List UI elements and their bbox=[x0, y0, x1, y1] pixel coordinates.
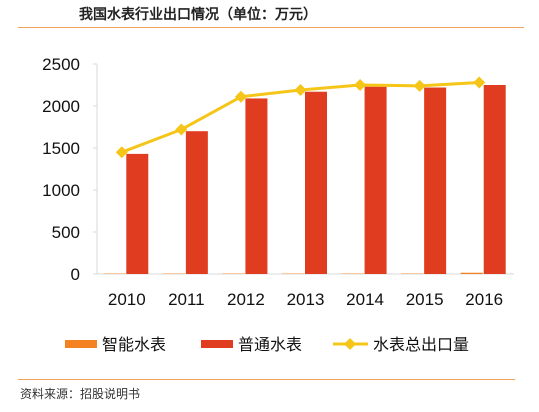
total-export-point bbox=[234, 90, 247, 103]
total-export-point bbox=[413, 79, 426, 92]
y-tick-label: 0 bbox=[71, 265, 80, 284]
total-export-point bbox=[473, 76, 486, 89]
legend-swatch-regular bbox=[201, 340, 233, 348]
legend-label-regular: 普通水表 bbox=[238, 335, 302, 354]
total-line bbox=[115, 76, 486, 159]
bar-regular-meter bbox=[126, 153, 149, 274]
source-divider bbox=[18, 379, 515, 380]
bar-regular-meter bbox=[185, 131, 208, 274]
x-tick-label: 2013 bbox=[287, 290, 325, 309]
y-axis: 0 500 1000 1500 2000 2500 bbox=[42, 55, 98, 284]
legend: 智能水表 普通水表 水表总出口量 bbox=[65, 335, 469, 354]
bar-regular-meter bbox=[364, 86, 387, 275]
total-export-point bbox=[115, 146, 128, 159]
legend-label-total: 水表总出口量 bbox=[373, 335, 469, 354]
x-tick-label: 2011 bbox=[168, 290, 205, 309]
bar-regular-meter bbox=[424, 87, 447, 275]
bars bbox=[103, 85, 506, 275]
legend-swatch-smart bbox=[65, 340, 97, 348]
chart-title: 我国水表行业出口情况（单位：万元） bbox=[79, 7, 317, 23]
x-tick-label: 2010 bbox=[108, 290, 146, 309]
source-note: 资料来源：招股说明书 bbox=[20, 387, 141, 401]
bar-regular-meter bbox=[305, 91, 327, 274]
x-tick-label: 2014 bbox=[346, 290, 384, 309]
x-tick-label: 2016 bbox=[465, 290, 503, 309]
y-tick-label: 2500 bbox=[42, 55, 80, 74]
x-axis: 2010 2011 2012 2013 2014 2015 2016 bbox=[97, 273, 514, 309]
y-tick-label: 1500 bbox=[42, 139, 80, 158]
x-tick-label: 2015 bbox=[406, 290, 444, 309]
title-divider bbox=[18, 27, 524, 28]
total-export-point bbox=[294, 84, 307, 97]
total-export-point bbox=[175, 123, 188, 136]
bar-regular-meter bbox=[483, 85, 506, 274]
legend-swatch-marker bbox=[344, 338, 356, 350]
total-export-point bbox=[354, 79, 367, 91]
y-tick-label: 2000 bbox=[42, 97, 80, 116]
x-tick-label: 2012 bbox=[227, 290, 265, 309]
legend-label-smart: 智能水表 bbox=[102, 335, 166, 354]
y-tick-label: 500 bbox=[52, 223, 80, 242]
bar-smart-meter bbox=[460, 272, 483, 274]
y-tick-label: 1000 bbox=[42, 181, 80, 200]
bar-regular-meter bbox=[245, 98, 268, 274]
